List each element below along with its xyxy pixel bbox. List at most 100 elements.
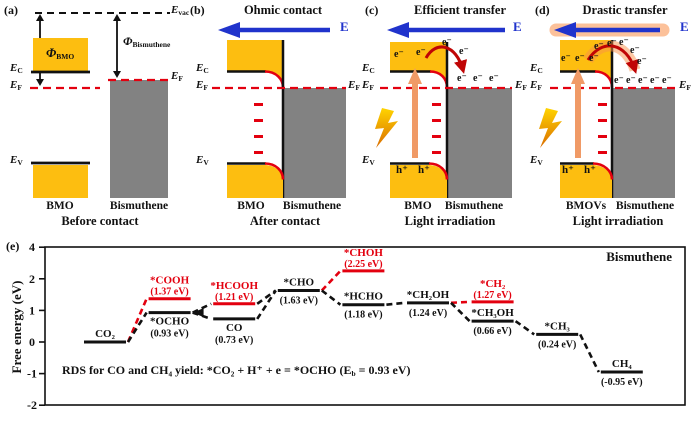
y-tick-label: 0	[29, 335, 35, 349]
bmo-valence-block	[390, 165, 447, 198]
y-tick-label: -1	[27, 367, 37, 381]
panel-b: (b) Ohmic contact E EC EF EF EV BMO Bism…	[188, 0, 360, 238]
phi-bmo-label: ΦBMO	[46, 45, 75, 61]
y-tick-label: 2	[29, 272, 35, 286]
reaction-path	[126, 298, 148, 343]
species-label: *COOH	[150, 275, 190, 287]
phi-bismuthene-label: ΦBismuthene	[123, 34, 171, 49]
panel-d-caption: Light irradiation	[572, 214, 664, 228]
reaction-path	[126, 311, 148, 343]
panel-a-caption: Before contact	[61, 214, 139, 228]
species-label: *HCHO	[344, 291, 384, 303]
ef-label: EF	[196, 79, 208, 92]
panel-e-tag: (e)	[6, 239, 20, 253]
negative-charge-dashes	[598, 103, 607, 154]
panel-d: (d) Drastic transfer E e⁻ e⁻ e⁻ e⁻ e⁻ e⁻…	[530, 0, 700, 238]
energy-value-label: (0.24 eV)	[538, 339, 576, 350]
panel-b-tag: (b)	[190, 3, 205, 17]
ec-label: EC	[530, 62, 543, 75]
efield-label: E	[513, 19, 522, 34]
electron-label: e⁻	[662, 75, 672, 86]
electron-label: e⁻	[459, 46, 469, 57]
electron-transfer-arrow	[424, 45, 468, 74]
species-label: *CH₂	[480, 278, 506, 290]
ev-label: EV	[196, 154, 209, 167]
electron-label: e⁻	[394, 49, 404, 60]
panel-c-title: Efficient transfer	[414, 3, 506, 17]
arrowhead-down-icon	[36, 79, 44, 86]
photoexcitation-arrowhead-icon	[571, 68, 585, 84]
species-label: *CH₃	[545, 320, 571, 332]
rds-arrowhead-icon	[192, 308, 204, 318]
electron-label: e⁻	[638, 75, 648, 86]
electron-label: e⁻	[619, 37, 629, 48]
energy-value-label: (1.18 eV)	[344, 310, 382, 321]
y-tick-label: 1	[29, 303, 35, 317]
hole-label: h⁺	[584, 164, 596, 176]
energy-value-label: (1.24 eV)	[409, 308, 447, 319]
efield-arrowhead-icon	[554, 22, 576, 38]
bmo-valence-block	[33, 165, 88, 198]
material-label-bmo: BMO	[46, 200, 74, 212]
bmov-valence-block	[560, 165, 612, 198]
material-label-bmovs: BMOVs	[565, 200, 607, 212]
arrowhead-up-icon	[113, 14, 121, 21]
rds-annotation: RDS for CO and CH₄ yield: *CO₂ + H⁺ + e …	[62, 363, 411, 378]
energy-value-label: (-0.95 eV)	[601, 377, 643, 388]
species-label: *CHO	[284, 276, 315, 288]
species-label: *OCHO	[150, 316, 190, 328]
band-bending-curve	[592, 162, 614, 180]
bmo-conduction-block	[33, 38, 88, 71]
ef-label: EF	[362, 79, 374, 92]
energy-value-label: (1.63 eV)	[280, 295, 318, 306]
species-label: CO₂	[95, 328, 116, 340]
y-tick-label: -2	[27, 398, 37, 412]
bismuthene-block	[448, 88, 512, 198]
panel-a-tag: (a)	[4, 3, 18, 17]
panel-c: (c) Efficient transfer E e⁻ e⁻ e⁻ e⁻ e⁻ …	[360, 0, 530, 238]
electron-label: e⁻	[607, 38, 617, 49]
ec-label: EC	[196, 62, 209, 75]
hole-label: h⁺	[562, 164, 574, 176]
reaction-path	[450, 301, 471, 323]
energy-value-label: (0.66 eV)	[473, 326, 511, 337]
y-tick-label: 4	[29, 240, 35, 254]
chart-corner-label: Bismuthene	[606, 249, 672, 264]
species-label: *CHOH	[344, 247, 384, 259]
arrowhead-down-icon	[113, 71, 121, 78]
electron-label: e⁻	[614, 75, 624, 86]
ef-label-right: EF	[348, 79, 360, 92]
ef-label-right: EF	[515, 79, 527, 92]
bismuthene-block	[110, 80, 168, 198]
electron-label: e⁻	[473, 73, 483, 84]
panel-d-graphics	[539, 22, 675, 198]
reaction-path	[579, 333, 600, 373]
reaction-path	[320, 270, 342, 292]
ec-label: EC	[10, 62, 23, 75]
ev-label: EV	[362, 154, 375, 167]
energy-value-label: (0.93 eV)	[150, 329, 188, 340]
ef-label: EF	[10, 79, 22, 92]
ev-label: EV	[10, 154, 23, 167]
species-label: *CH₂OH	[407, 289, 450, 301]
reaction-path	[321, 289, 342, 306]
reaction-path	[386, 301, 406, 307]
panel-e: 4 2 1 0 -1 -2 CO₂ *COOH (1.37 eV) *OCHO (0.93 eV) *…	[0, 238, 700, 425]
ec-label: EC	[362, 62, 375, 75]
y-axis-title: Free energy (eV)	[9, 280, 24, 374]
band-bending-curve	[264, 162, 285, 180]
energy-value-label: (1.21 eV)	[215, 292, 253, 303]
panel-b-caption: After contact	[249, 214, 321, 228]
material-label-bismuthene: Bismuthene	[444, 200, 504, 212]
bmo-valence-block	[227, 165, 283, 198]
electron-label: e⁻	[650, 75, 660, 86]
material-label-bismuthene: Bismuthene	[615, 200, 675, 212]
electron-label: e⁻	[626, 75, 636, 86]
panel-c-caption: Light irradiation	[404, 214, 496, 228]
panel-a: (a) Evac ΦBMO ΦBismuthene EC EF EF EV BM…	[0, 0, 189, 238]
ef-label-right: EF	[679, 79, 691, 92]
energy-value-label: (1.37 eV)	[150, 287, 188, 298]
efield-label: E	[340, 19, 349, 34]
electron-label: e⁻	[637, 56, 647, 67]
negative-charge-dashes	[254, 103, 263, 154]
